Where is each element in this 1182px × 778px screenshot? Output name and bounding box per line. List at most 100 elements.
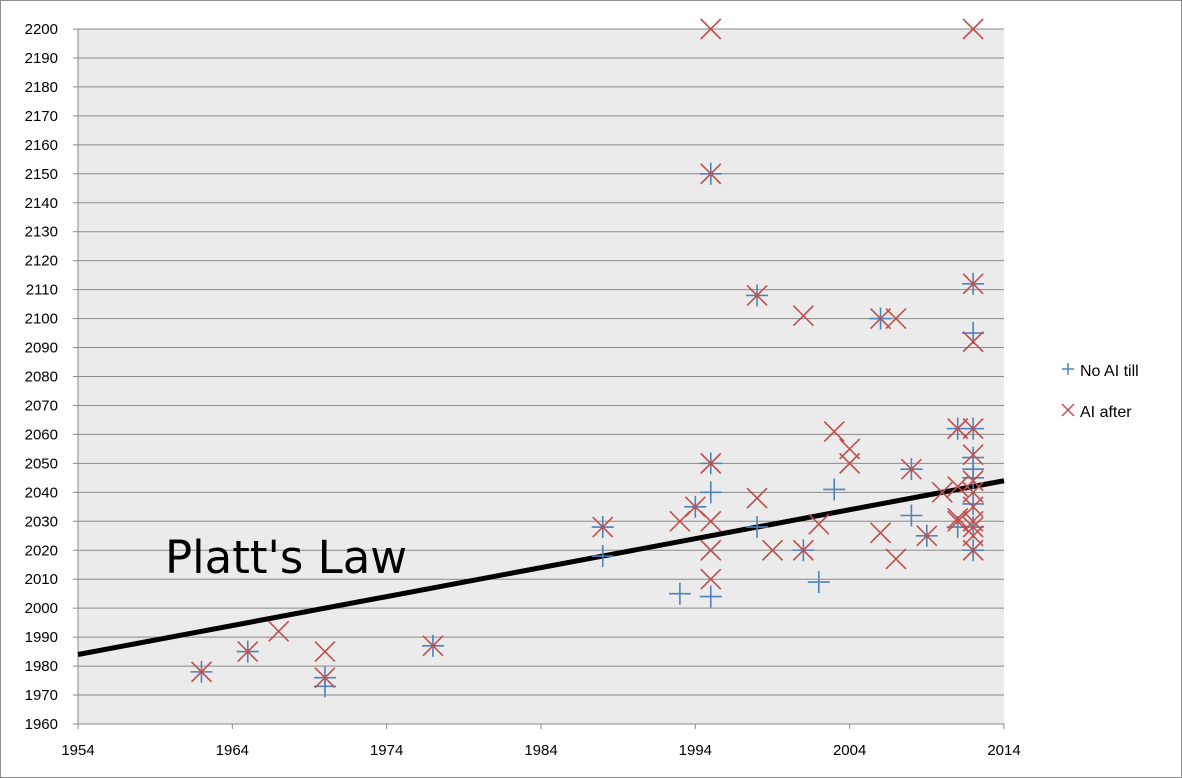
point-ai-after-45 xyxy=(962,273,984,295)
point-ai-after-26 xyxy=(885,308,907,330)
point-ai-after-23 xyxy=(839,452,861,474)
data-points xyxy=(190,18,985,698)
y-tick-label-2130: 2130 xyxy=(25,224,58,241)
x-tick-label-1954: 1954 xyxy=(61,742,94,759)
point-ai-after-18 xyxy=(792,539,814,561)
x-tick-label-2004: 2004 xyxy=(833,742,866,759)
point-ai-after-20 xyxy=(808,513,830,535)
point-ai-after-15 xyxy=(746,487,768,509)
point-ai-after-17 xyxy=(761,539,784,561)
legend-item-ai-after: AI after xyxy=(1061,403,1132,421)
series-ai-after xyxy=(190,18,984,689)
y-tick-label-2150: 2150 xyxy=(25,166,58,183)
point-ai-after-30 xyxy=(931,481,953,503)
legend-item-no-ai-till: No AI till xyxy=(1062,363,1139,380)
point-ai-after-9 xyxy=(700,452,722,474)
point-ai-after-43 xyxy=(962,539,984,561)
point-ai-after-32 xyxy=(947,475,969,498)
gridlines xyxy=(78,28,1004,725)
point-ai-after-21 xyxy=(823,420,845,443)
point-ai-after-40 xyxy=(962,510,984,532)
point-ai-after-35 xyxy=(962,418,984,440)
point-ai-after-42 xyxy=(962,525,984,547)
point-ai-after-39 xyxy=(962,496,984,518)
y-tick-label-2010: 2010 xyxy=(25,571,58,588)
point-no-ai-till-14 xyxy=(746,516,769,539)
point-ai-after-4 xyxy=(314,667,336,689)
y-tick-label-2070: 2070 xyxy=(25,397,58,414)
y-tick-label-1960: 1960 xyxy=(25,716,58,733)
x-tick-label-1994: 1994 xyxy=(679,742,712,759)
point-ai-after-27 xyxy=(885,548,907,570)
legend-marker-no-ai-till xyxy=(1062,363,1074,375)
y-tick-label-2110: 2110 xyxy=(26,282,58,299)
point-ai-after-37 xyxy=(962,470,984,492)
point-ai-after-24 xyxy=(869,308,892,330)
point-ai-after-13 xyxy=(700,163,722,185)
y-tick-label-2000: 2000 xyxy=(25,600,58,617)
point-ai-after-0 xyxy=(190,661,213,683)
y-tick-label-2040: 2040 xyxy=(25,484,58,501)
trendline-path xyxy=(77,478,1005,657)
y-tick-label-2200: 2200 xyxy=(25,21,58,38)
point-no-ai-till-9 xyxy=(699,481,722,504)
point-ai-after-2 xyxy=(268,620,290,642)
y-tick-label-2120: 2120 xyxy=(25,253,58,270)
legend-label-ai-after: AI after xyxy=(1080,404,1132,421)
x-tick-label-2014: 2014 xyxy=(987,742,1020,759)
point-ai-after-14 xyxy=(700,18,722,40)
point-ai-after-31 xyxy=(947,418,969,440)
y-tick-label-2060: 2060 xyxy=(25,426,58,443)
point-ai-after-29 xyxy=(916,525,938,547)
y-tick-label-2090: 2090 xyxy=(25,340,58,357)
point-ai-after-38 xyxy=(962,481,984,503)
point-no-ai-till-17 xyxy=(823,478,846,501)
point-ai-after-11 xyxy=(700,539,722,561)
legend-marker-ai-after xyxy=(1061,403,1075,417)
point-no-ai-till-31 xyxy=(962,322,985,345)
y-tick-label-2020: 2020 xyxy=(25,542,58,559)
point-no-ai-till-10 xyxy=(699,585,722,608)
y-tick-label-2080: 2080 xyxy=(25,369,58,386)
y-tick-label-2050: 2050 xyxy=(25,455,58,472)
y-tick-label-2180: 2180 xyxy=(25,79,58,96)
y-tick-label-1980: 1980 xyxy=(25,658,58,675)
point-no-ai-till-16 xyxy=(807,571,830,594)
x-tick-label-1974: 1974 xyxy=(370,742,403,759)
point-no-ai-till-7 xyxy=(668,582,691,605)
point-ai-after-10 xyxy=(700,510,722,532)
trendline xyxy=(77,478,1005,657)
point-ai-after-41 xyxy=(962,516,984,538)
legend-label-no-ai-till: No AI till xyxy=(1080,363,1139,380)
point-ai-after-22 xyxy=(839,438,861,460)
y-tick-label-2030: 2030 xyxy=(25,513,58,530)
point-ai-after-6 xyxy=(592,516,614,538)
point-no-ai-till-20 xyxy=(900,504,923,527)
point-ai-after-5 xyxy=(422,635,444,657)
x-tick-label-1984: 1984 xyxy=(524,742,557,759)
point-no-ai-till-28 xyxy=(962,492,985,515)
y-tick-label-2160: 2160 xyxy=(25,137,58,154)
point-no-ai-till-3 xyxy=(313,675,336,698)
x-tick-label-1964: 1964 xyxy=(216,742,249,759)
y-tick-label-2100: 2100 xyxy=(25,311,58,328)
point-ai-after-25 xyxy=(869,522,892,544)
axes xyxy=(73,28,1005,729)
point-ai-after-19 xyxy=(792,305,814,327)
annotation-platts-law: Platt's Law xyxy=(165,531,407,584)
x-axis-tick-labels: 1954 1964 1974 1984 1994 2004 2014 xyxy=(61,742,1020,759)
point-ai-after-1 xyxy=(237,641,259,663)
y-tick-label-1990: 1990 xyxy=(25,629,58,646)
y-tick-label-2170: 2170 xyxy=(25,108,58,125)
y-tick-label-1970: 1970 xyxy=(25,687,58,704)
legend: No AI till AI after xyxy=(1061,363,1139,421)
point-ai-after-46 xyxy=(962,18,984,40)
point-ai-after-36 xyxy=(962,444,984,466)
point-ai-after-3 xyxy=(314,641,336,663)
y-axis-tick-labels: 1960 1970 1980 1990 2000 2010 2020 2030 2040 2050… xyxy=(25,21,58,733)
point-no-ai-till-6 xyxy=(591,545,614,568)
point-ai-after-44 xyxy=(962,331,984,353)
point-ai-after-16 xyxy=(746,284,768,306)
point-ai-after-12 xyxy=(700,568,722,590)
